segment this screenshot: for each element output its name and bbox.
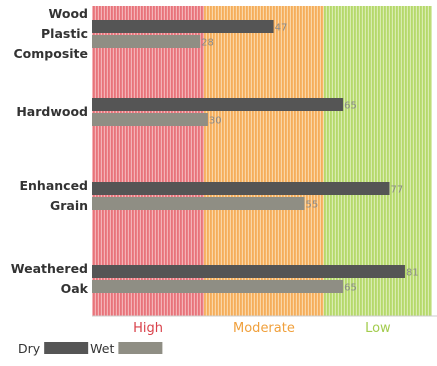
bar-dry-2 xyxy=(92,182,390,195)
category-labels: Wood Plastic Composite Hardwood Enhanced Grai… xyxy=(11,6,89,296)
zone-high xyxy=(92,6,205,316)
bar-dry-0 xyxy=(92,20,274,33)
legend: Dry Wet xyxy=(18,341,163,356)
data-label: 65 xyxy=(344,101,357,112)
category-label: Wood Plastic Composite xyxy=(14,6,89,61)
bar-wet-2 xyxy=(92,197,305,210)
bar-dry-3 xyxy=(92,265,405,278)
bars: 47 28 65 30 77 55 81 65 xyxy=(92,20,419,294)
data-label: 47 xyxy=(275,23,288,34)
zone-label-moderate: Moderate xyxy=(233,321,295,336)
zone-low xyxy=(323,6,432,316)
bar-wet-1 xyxy=(92,113,208,126)
bar-wet-3 xyxy=(92,280,344,293)
category-label: Enhanced Grain xyxy=(19,178,88,213)
legend-label-wet: Wet xyxy=(90,341,114,356)
category-label: Weathered Oak xyxy=(11,261,89,296)
data-label: 30 xyxy=(209,116,222,127)
zone-moderate xyxy=(204,6,324,316)
legend-swatch-dry xyxy=(44,342,89,354)
data-label: 55 xyxy=(306,200,319,211)
category-label: Hardwood xyxy=(16,104,88,119)
zone-labels: High Moderate Low xyxy=(133,321,391,336)
risk-zones xyxy=(92,6,437,317)
data-label: 65 xyxy=(344,283,357,294)
zone-label-high: High xyxy=(133,321,163,336)
bar-dry-1 xyxy=(92,98,344,111)
legend-label-dry: Dry xyxy=(18,341,41,356)
bar-wet-0 xyxy=(92,35,201,48)
data-label: 81 xyxy=(406,268,419,279)
zone-label-low: Low xyxy=(365,321,391,336)
legend-swatch-wet xyxy=(118,342,163,354)
data-label: 77 xyxy=(391,185,404,196)
data-label: 28 xyxy=(201,38,214,49)
